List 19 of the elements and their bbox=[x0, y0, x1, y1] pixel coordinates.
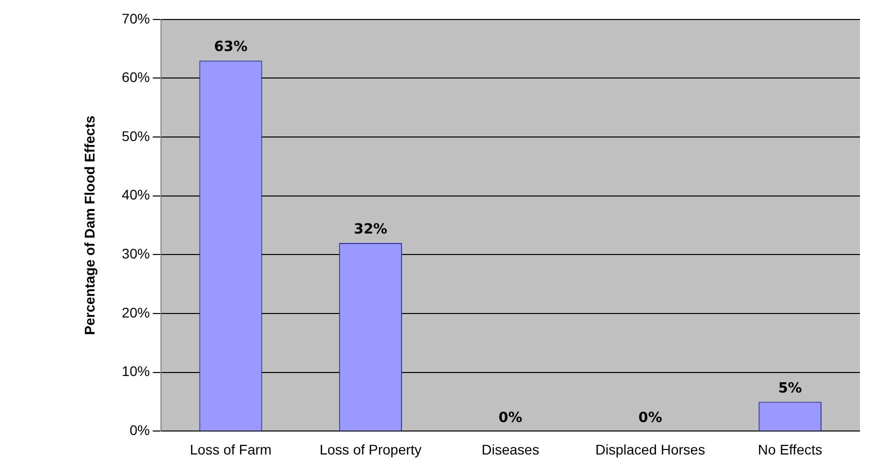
x-tick-label: Displaced Horses bbox=[595, 441, 706, 458]
y-tick-label: 20% bbox=[122, 304, 150, 320]
y-tick-label: 60% bbox=[122, 69, 150, 86]
y-tick-label: 70% bbox=[122, 10, 150, 26]
y-tick-label: 10% bbox=[122, 363, 150, 380]
y-tick-label: 40% bbox=[122, 186, 150, 203]
x-tick-label: Loss of Property bbox=[320, 441, 422, 458]
y-tick-label: 0% bbox=[130, 422, 150, 438]
data-label: 5% bbox=[778, 380, 802, 396]
y-tick-label: 50% bbox=[122, 128, 150, 144]
data-label: 0% bbox=[638, 410, 662, 426]
x-tick-label: Loss of Farm bbox=[190, 441, 272, 458]
x-tick-label: No Effects bbox=[758, 441, 822, 458]
y-axis-title: Percentage of Dam Flood Effects bbox=[81, 115, 98, 335]
data-label: 63% bbox=[214, 39, 248, 56]
data-label: 32% bbox=[354, 222, 388, 238]
data-label: 0% bbox=[498, 410, 522, 426]
x-tick-label: Diseases bbox=[482, 441, 540, 458]
y-tick-label: 30% bbox=[122, 246, 150, 262]
